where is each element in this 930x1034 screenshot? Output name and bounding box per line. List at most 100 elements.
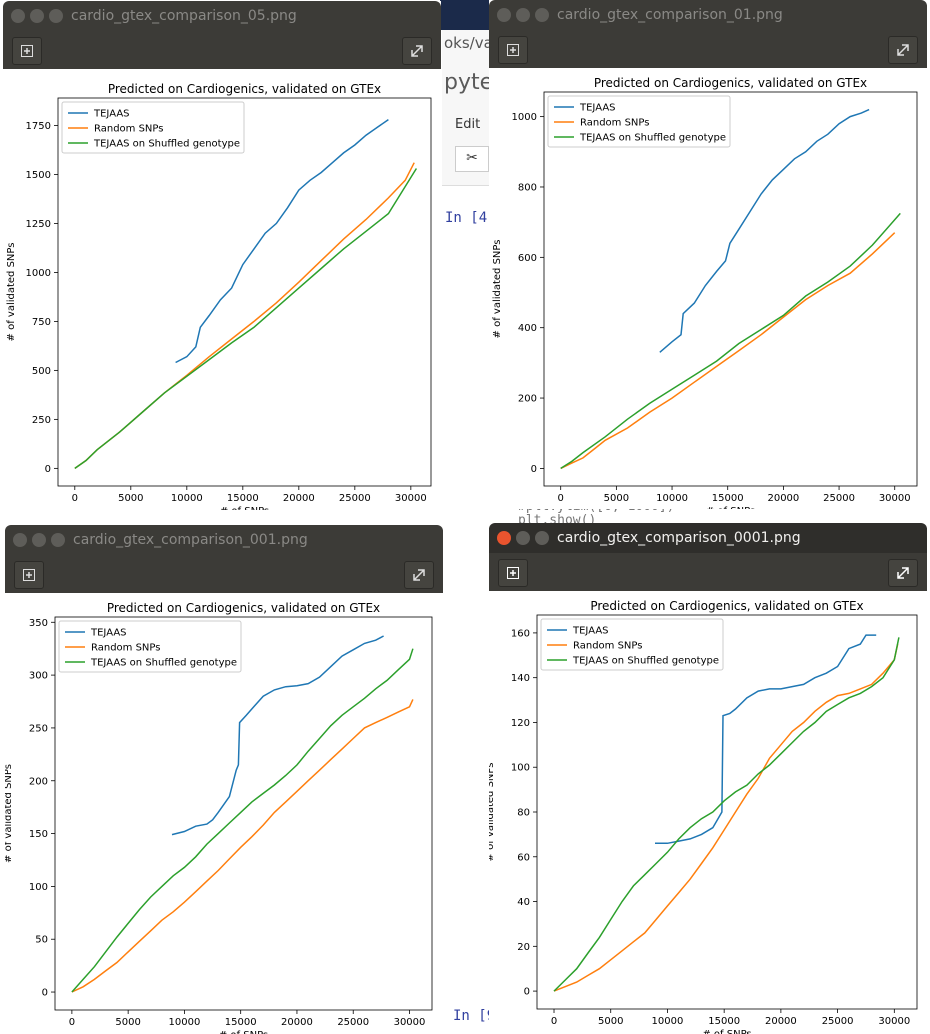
window-titlebar[interactable]: cardio_gtex_comparison_01.png bbox=[489, 0, 927, 30]
x-tick-label: 5000 bbox=[604, 493, 629, 504]
chart-title: Predicted on Cardiogenics, validated on … bbox=[594, 76, 867, 90]
window-title: cardio_gtex_comparison_01.png bbox=[557, 7, 783, 23]
y-tick-label: 300 bbox=[29, 671, 48, 682]
chart-title: Predicted on Cardiogenics, validated on … bbox=[590, 599, 863, 613]
cell-prompt: In [4 bbox=[445, 210, 488, 226]
maximize-button[interactable] bbox=[535, 8, 549, 22]
line-chart: Predicted on Cardiogenics, validated on … bbox=[5, 601, 433, 1034]
y-tick-label: 100 bbox=[511, 763, 530, 774]
chart-legend: TEJAAS Random SNPs TEJAAS on Shuffled geno… bbox=[58, 620, 242, 673]
legend-label-random: Random SNPs bbox=[573, 641, 642, 652]
close-button[interactable] bbox=[13, 533, 27, 547]
add-button[interactable] bbox=[498, 36, 528, 64]
add-button[interactable] bbox=[12, 37, 42, 65]
minimize-button[interactable] bbox=[516, 531, 530, 545]
viewer-toolbar bbox=[3, 31, 441, 69]
series-line-shuffled bbox=[74, 168, 418, 470]
plus-box-icon bbox=[23, 569, 35, 581]
legend-label-tejaas: TEJAAS bbox=[90, 628, 127, 639]
notebook-path[interactable]: oks/vali bbox=[444, 34, 502, 52]
y-tick-label: 600 bbox=[518, 253, 537, 264]
y-axis-label: # of validated SNPs bbox=[6, 243, 17, 342]
cut-icon[interactable]: ✂ bbox=[455, 146, 489, 172]
y-tick-label: 200 bbox=[29, 776, 48, 787]
x-tick-label: 30000 bbox=[879, 493, 911, 504]
fullscreen-button[interactable] bbox=[888, 559, 918, 587]
x-tick-label: 0 bbox=[551, 1016, 557, 1027]
chart-title: Predicted on Cardiogenics, validated on … bbox=[107, 601, 380, 615]
close-button[interactable] bbox=[11, 9, 25, 23]
minimize-button[interactable] bbox=[516, 8, 530, 22]
window-titlebar[interactable]: cardio_gtex_comparison_0001.png bbox=[489, 523, 927, 553]
y-tick-label: 20 bbox=[517, 942, 530, 953]
window-titlebar[interactable]: cardio_gtex_comparison_05.png bbox=[3, 1, 441, 31]
add-button[interactable] bbox=[498, 559, 528, 587]
legend-box bbox=[540, 618, 724, 671]
maximize-button[interactable] bbox=[49, 9, 63, 23]
add-button[interactable] bbox=[14, 561, 44, 589]
minimize-button[interactable] bbox=[32, 533, 46, 547]
series-line-tejaas bbox=[655, 634, 877, 845]
x-axis-label: # of SNPs bbox=[706, 506, 755, 509]
x-tick-label: 0 bbox=[558, 493, 564, 504]
viewer-toolbar bbox=[489, 553, 927, 591]
expand-icon bbox=[897, 44, 909, 56]
y-tick-label: 500 bbox=[32, 366, 51, 377]
x-tick-label: 10000 bbox=[652, 1016, 684, 1027]
cell-prompt: In [9 bbox=[453, 1008, 496, 1024]
legend-label-random: Random SNPs bbox=[94, 124, 163, 135]
legend-label-shuffled: TEJAAS on Shuffled genotype bbox=[572, 656, 719, 667]
chart-title: Predicted on Cardiogenics, validated on … bbox=[108, 82, 381, 96]
maximize-button[interactable] bbox=[51, 533, 65, 547]
expand-icon bbox=[897, 567, 909, 579]
legend-label-random: Random SNPs bbox=[91, 643, 160, 654]
y-tick-label: 1500 bbox=[26, 170, 51, 181]
image-viewer-window[interactable]: cardio_gtex_comparison_05.png Predicted … bbox=[3, 1, 441, 510]
x-tick-label: 10000 bbox=[169, 1017, 201, 1028]
window-titlebar[interactable]: cardio_gtex_comparison_001.png bbox=[5, 525, 443, 555]
x-tick-label: 5000 bbox=[118, 493, 143, 504]
x-tick-label: 5000 bbox=[598, 1016, 623, 1027]
minimize-button[interactable] bbox=[30, 9, 44, 23]
legend-label-tejaas: TEJAAS bbox=[93, 109, 130, 120]
window-title: cardio_gtex_comparison_001.png bbox=[73, 532, 308, 548]
fullscreen-button[interactable] bbox=[404, 561, 434, 589]
image-viewer-window[interactable]: cardio_gtex_comparison_0001.png Predicte… bbox=[489, 523, 927, 1034]
image-canvas: Predicted on Cardiogenics, validated on … bbox=[3, 69, 441, 510]
fullscreen-button[interactable] bbox=[888, 36, 918, 64]
fullscreen-button[interactable] bbox=[402, 37, 432, 65]
image-viewer-window[interactable]: cardio_gtex_comparison_01.png Predicted … bbox=[489, 0, 927, 509]
close-button[interactable] bbox=[497, 8, 511, 22]
image-canvas: Predicted on Cardiogenics, validated on … bbox=[5, 593, 443, 1034]
x-tick-label: 20000 bbox=[283, 493, 315, 504]
line-chart: Predicted on Cardiogenics, validated on … bbox=[492, 76, 918, 509]
y-tick-label: 120 bbox=[511, 718, 530, 729]
x-tick-label: 15000 bbox=[225, 1017, 257, 1028]
x-tick-label: 25000 bbox=[337, 1017, 369, 1028]
image-viewer-window[interactable]: cardio_gtex_comparison_001.png Predicted… bbox=[5, 525, 443, 1034]
viewer-toolbar bbox=[5, 555, 443, 593]
x-tick-label: 25000 bbox=[339, 493, 371, 504]
x-axis-label: # of SNPs bbox=[219, 1030, 268, 1034]
close-button[interactable] bbox=[497, 531, 511, 545]
y-tick-label: 400 bbox=[518, 323, 537, 334]
series-line-tejaas bbox=[175, 118, 389, 364]
y-axis-label: # of validated SNPs bbox=[492, 240, 503, 339]
window-title: cardio_gtex_comparison_05.png bbox=[71, 8, 297, 24]
x-tick-label: 5000 bbox=[115, 1017, 140, 1028]
y-tick-label: 0 bbox=[45, 464, 51, 475]
y-tick-label: 160 bbox=[511, 628, 530, 639]
menu-edit[interactable]: Edit bbox=[455, 117, 481, 132]
plot-frame bbox=[543, 91, 918, 487]
x-tick-label: 30000 bbox=[878, 1016, 910, 1027]
x-tick-label: 0 bbox=[72, 493, 78, 504]
y-tick-label: 800 bbox=[518, 182, 537, 193]
series-line-shuffled bbox=[71, 648, 414, 993]
maximize-button[interactable] bbox=[535, 531, 549, 545]
y-tick-label: 0 bbox=[531, 464, 537, 475]
y-tick-label: 140 bbox=[511, 673, 530, 684]
legend-box bbox=[58, 620, 242, 673]
legend-label-tejaas: TEJAAS bbox=[572, 626, 609, 637]
y-tick-label: 750 bbox=[32, 317, 51, 328]
series-line-random bbox=[560, 232, 896, 470]
